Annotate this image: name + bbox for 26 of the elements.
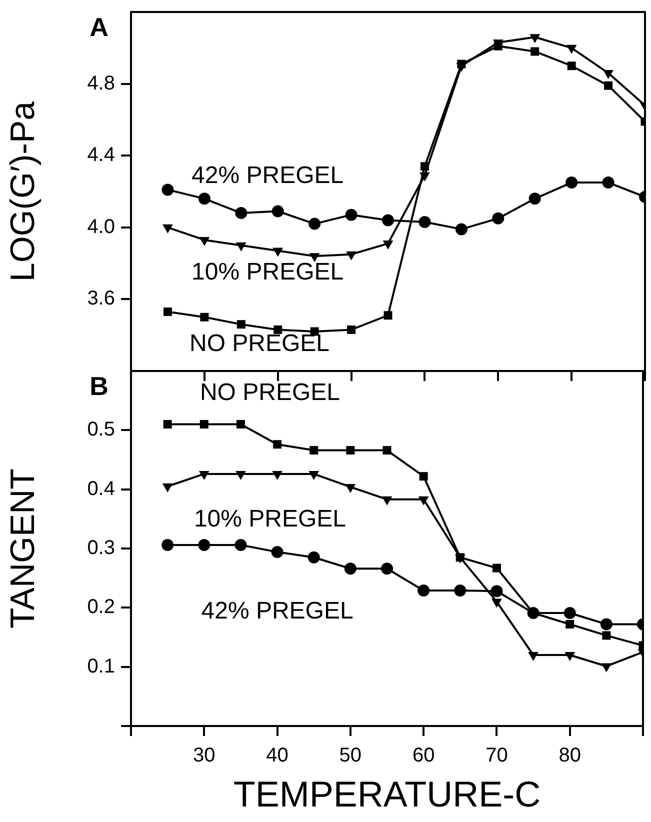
text: A [90, 12, 109, 42]
x-tick-label: 40 [266, 744, 288, 767]
y-tick-label: 0.5 [87, 418, 115, 441]
series-label: 42% PREGEL [192, 162, 344, 189]
y-tick-label: 0.4 [87, 478, 115, 500]
x-tick-label: 30 [193, 744, 216, 767]
x-tick-label: 80 [558, 744, 581, 767]
x-tick-label: 60 [412, 744, 435, 767]
y-tick-label: 0.3 [87, 537, 115, 560]
text: B [90, 371, 108, 402]
x-axis-title: TEMPERATURE-C [233, 773, 541, 814]
y-tick-label: 4.8 [87, 72, 115, 94]
y-axis-title: LOG(G′)-Pa [4, 101, 42, 282]
y-tick-label: 3.6 [87, 288, 115, 310]
series-label: 10% PREGEL [192, 258, 344, 286]
x-tick-label: 50 [339, 744, 362, 767]
y-tick-label: 4.0 [87, 216, 115, 238]
y-tick-label: 0.1 [87, 655, 115, 678]
y-axis-title: TANGENT [4, 468, 42, 628]
y-tick-label: 0.2 [87, 596, 115, 618]
series-label: NO PREGEL [189, 330, 330, 357]
series-label: NO PREGEL [200, 378, 340, 406]
y-tick-label: 4.4 [87, 144, 115, 166]
series-label: 10% PREGEL [194, 506, 346, 533]
series-label: 42% PREGEL [201, 598, 354, 625]
x-tick-label: 70 [486, 744, 508, 767]
